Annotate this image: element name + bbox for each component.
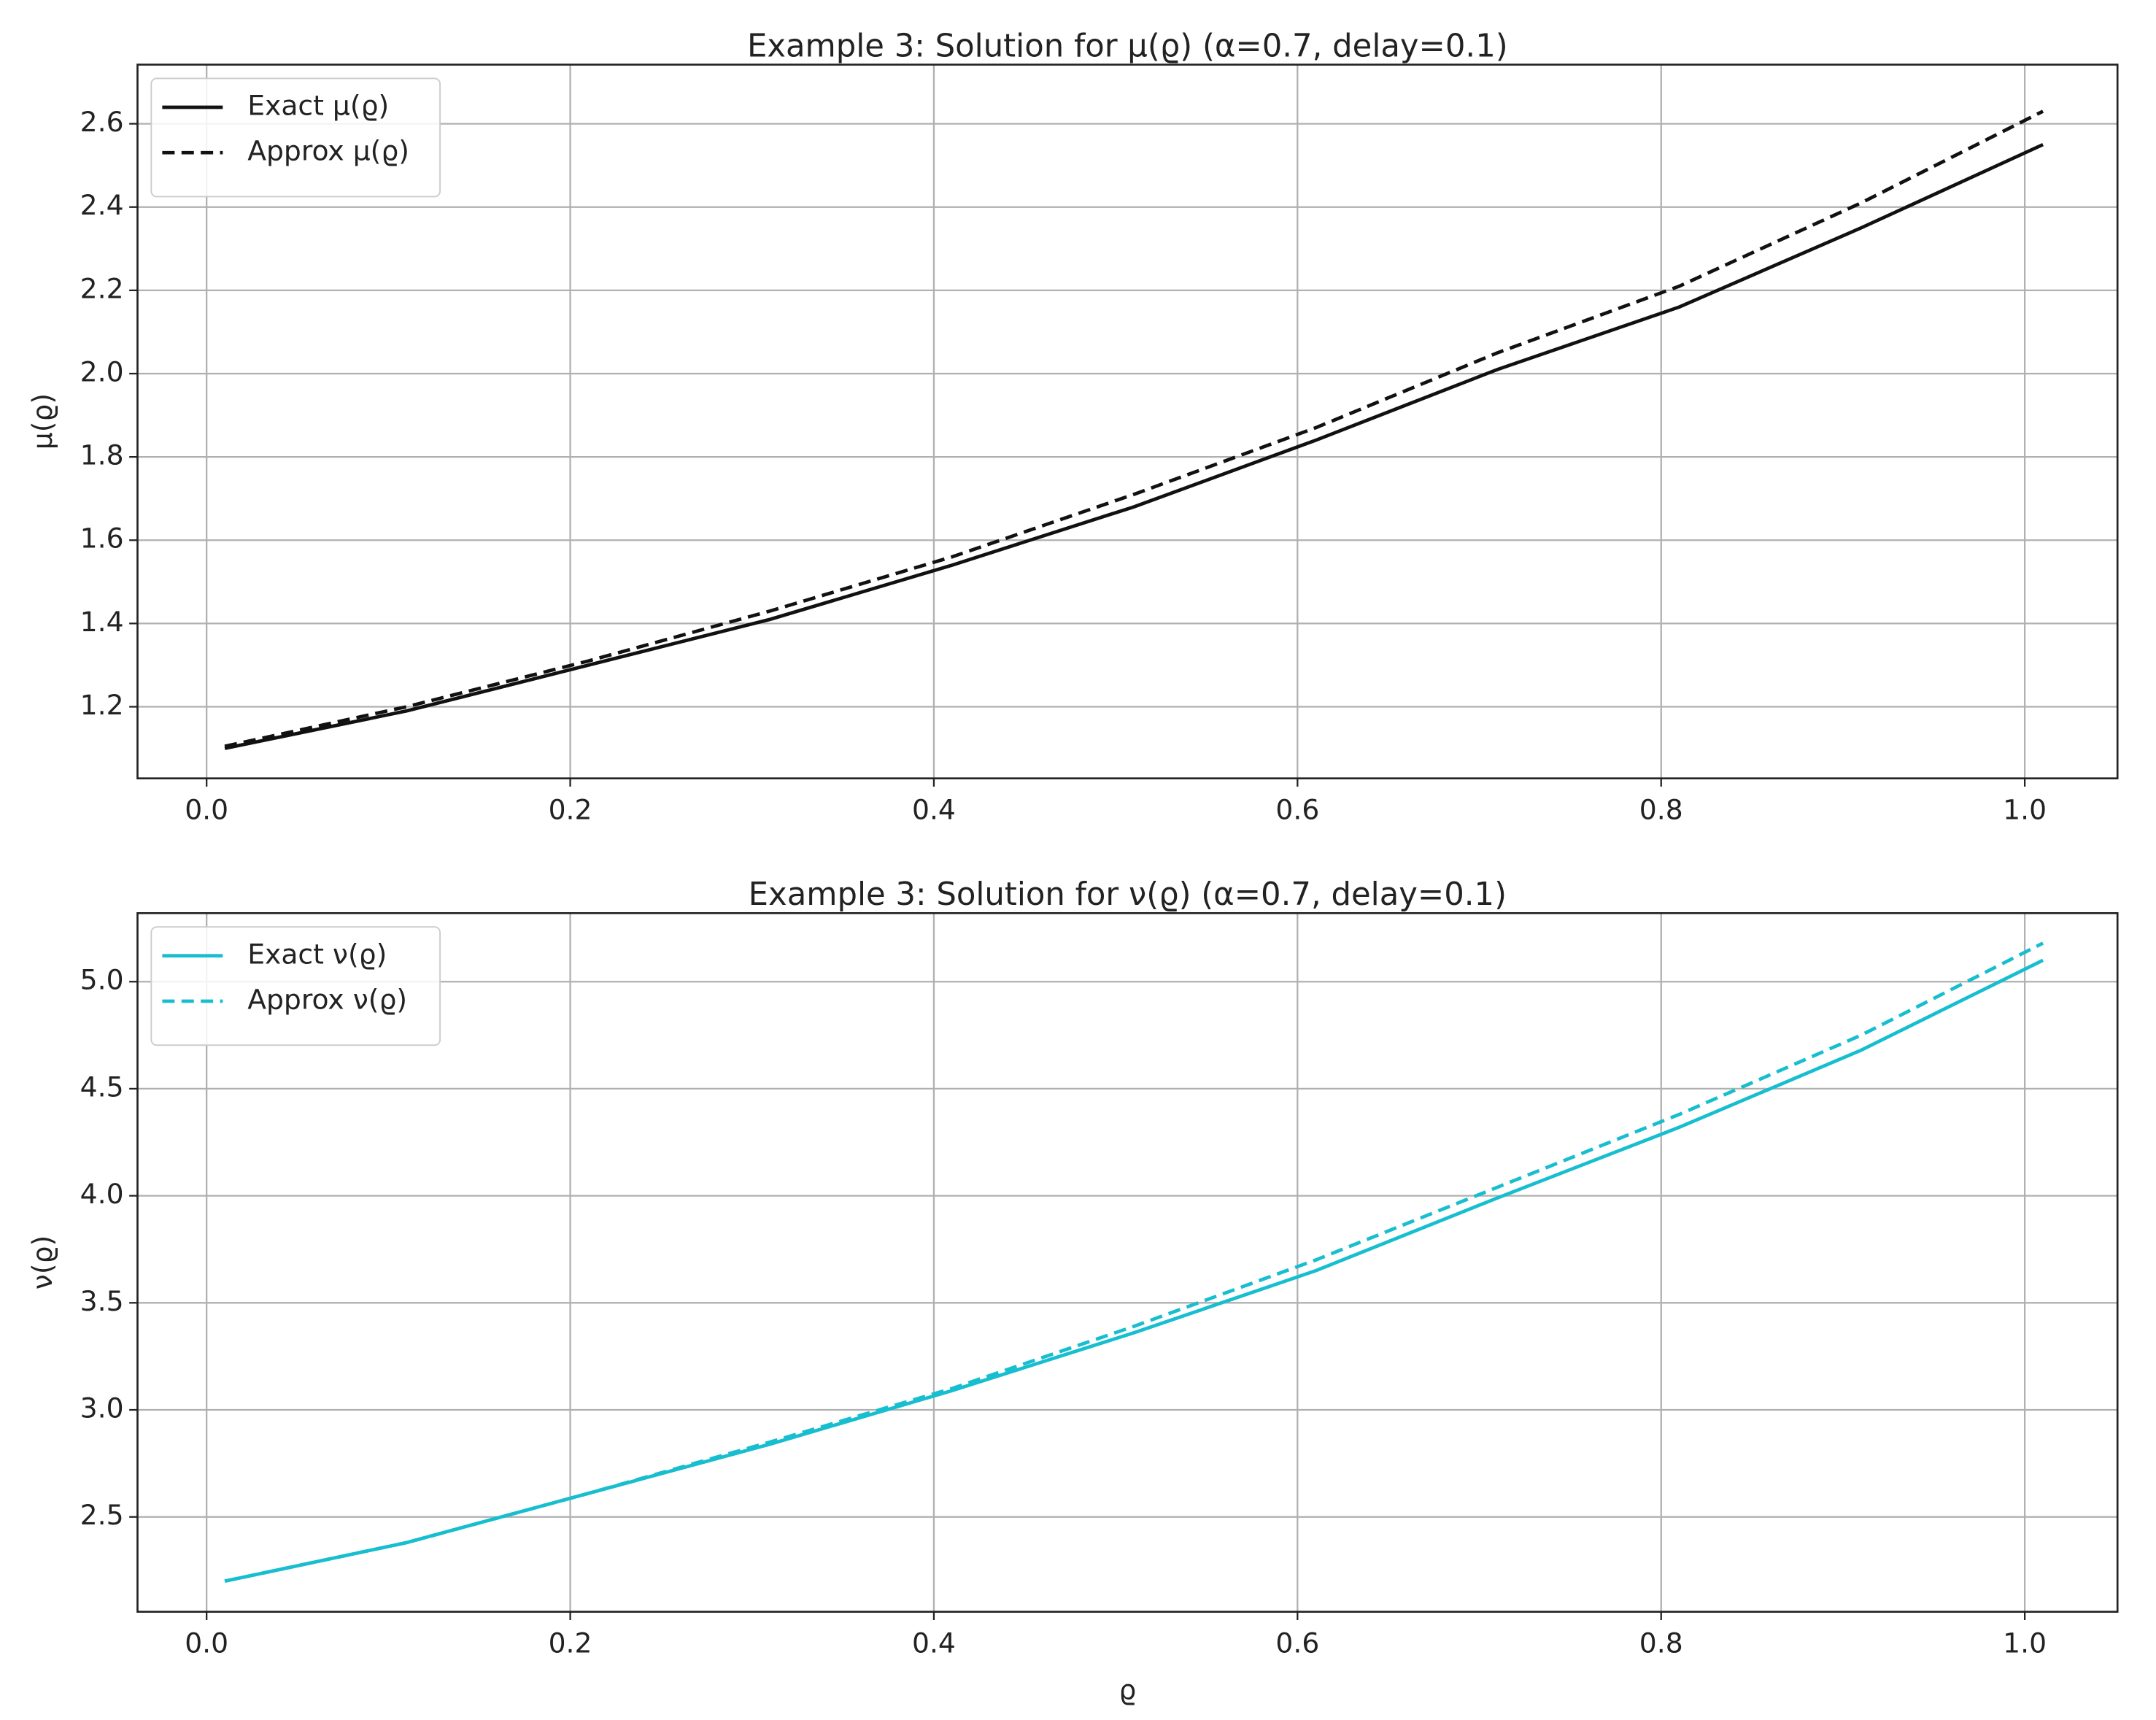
axes-frame xyxy=(136,63,2119,779)
y-tick-label: 3.5 xyxy=(80,1285,124,1317)
y-axis-label: μ(ϱ) xyxy=(26,393,58,450)
axes-frame xyxy=(136,912,2119,1613)
x-tick-label: 0.2 xyxy=(549,1627,592,1659)
x-axis-label: ϱ xyxy=(1118,1673,1136,1705)
x-tick-label: 1.0 xyxy=(2003,1627,2047,1659)
x-tick-label: 0.0 xyxy=(185,793,228,825)
legend: Exact μ(ϱ) Approx μ(ϱ) xyxy=(150,77,441,198)
x-tick-label: 0.6 xyxy=(1275,1627,1319,1659)
x-tick-label: 0.4 xyxy=(912,1627,956,1659)
y-tick-label: 4.5 xyxy=(80,1071,124,1103)
y-tick-label: 3.0 xyxy=(80,1392,124,1424)
x-tick-label: 0.4 xyxy=(912,793,956,825)
legend-label: Approx ν(ϱ) xyxy=(247,983,407,1015)
x-tick-label: 1.0 xyxy=(2003,793,2047,825)
x-tick-label: 0.6 xyxy=(1275,793,1319,825)
chart-title: Example 3: Solution for ν(ϱ) (α=0.7, del… xyxy=(749,876,1507,913)
x-tick-label: 0.8 xyxy=(1639,1627,1683,1659)
y-tick-label: 2.4 xyxy=(80,189,124,221)
legend-label: Exact ν(ϱ) xyxy=(247,938,387,970)
data-line xyxy=(224,941,2044,1584)
y-tick-label: 2.5 xyxy=(80,1499,124,1531)
y-tick-label: 1.6 xyxy=(80,522,124,555)
y-tick-label: 1.4 xyxy=(80,606,124,638)
y-tick-label: 5.0 xyxy=(80,964,124,996)
legend-label: Exact μ(ϱ) xyxy=(247,89,389,121)
chart-title: Example 3: Solution for μ(ϱ) (α=0.7, del… xyxy=(747,28,1508,64)
data-line xyxy=(224,958,2044,1584)
x-tick-label: 0.2 xyxy=(549,793,592,825)
legend-label: Approx μ(ϱ) xyxy=(247,135,409,167)
data-line xyxy=(224,109,2044,749)
y-tick-label: 2.0 xyxy=(80,355,124,387)
y-tick-label: 2.2 xyxy=(80,272,124,304)
y-tick-label: 1.8 xyxy=(80,439,124,471)
legend-box xyxy=(150,77,441,198)
legend: Exact ν(ϱ) Approx ν(ϱ) xyxy=(150,926,441,1046)
legend-box xyxy=(150,926,441,1046)
data-line xyxy=(224,142,2044,750)
x-tick-label: 0.0 xyxy=(185,1627,228,1659)
y-tick-label: 1.2 xyxy=(80,689,124,721)
x-tick-label: 0.8 xyxy=(1639,793,1683,825)
y-tick-label: 2.6 xyxy=(80,106,124,138)
y-axis-label: ν(ϱ) xyxy=(26,1235,58,1289)
y-tick-label: 4.0 xyxy=(80,1178,124,1210)
